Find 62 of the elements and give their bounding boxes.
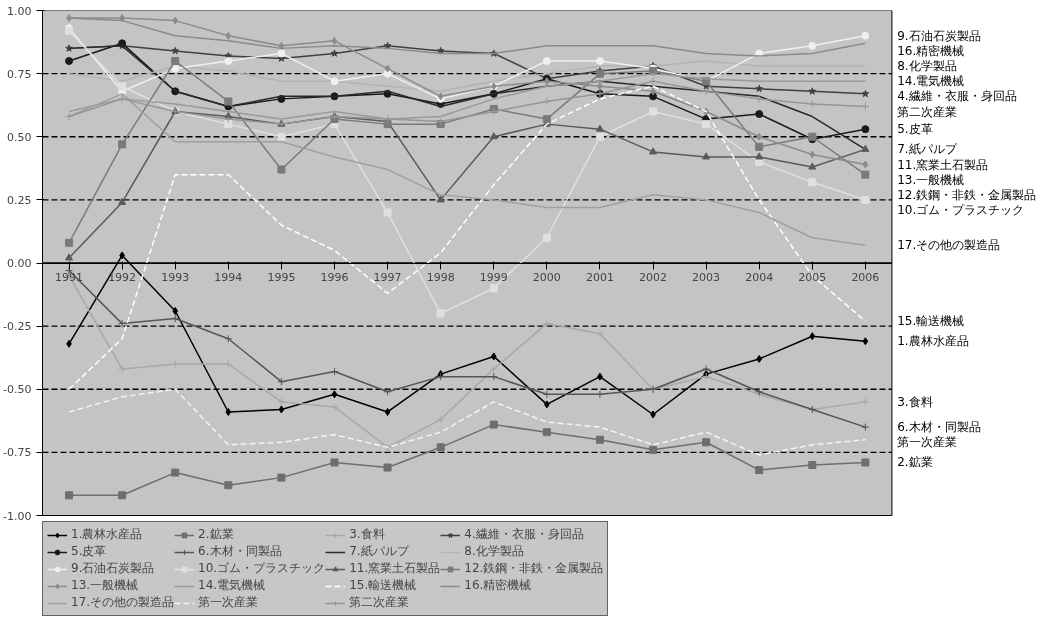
text: 14.電気機械	[897, 74, 965, 89]
x-tick-label: 1998	[426, 271, 455, 284]
legend-label: 7.紙パルプ	[349, 543, 409, 560]
y-tick-label: 0.50	[7, 130, 32, 144]
legend-label: 6.木材・同製品	[198, 543, 282, 560]
text: 3.食料	[897, 394, 933, 409]
legend-label: 10.ゴム・プラスチック	[198, 560, 326, 577]
x-tick-label: 2006	[851, 271, 880, 284]
x-tick-label: 1992	[108, 271, 137, 284]
legend-label: 12.鉄鋼・非鉄・金属製品	[464, 560, 604, 577]
text: 第一次産業	[897, 435, 958, 450]
text: 13.一般機械	[897, 172, 965, 187]
x-tick-label: 1997	[373, 271, 402, 284]
text: 12.鉄鋼・非鉄・金属製品	[897, 187, 1037, 202]
x-tick-label: 2001	[585, 271, 614, 284]
legend-label: 17.その他の製造品	[71, 594, 175, 611]
text: 7.紙パルプ	[897, 142, 957, 157]
legend-label: 第二次産業	[349, 594, 410, 611]
legend-label: 1.農林水産品	[71, 526, 143, 543]
x-tick-label: 2005	[798, 271, 827, 284]
text: 10.ゴム・プラスチック	[897, 202, 1025, 217]
y-tick-label: -0.25	[3, 320, 32, 334]
text: 5.皮革	[897, 122, 933, 137]
y-tick-label: 0.25	[7, 193, 32, 207]
text: 4.繊維・衣服・身回品	[897, 89, 1017, 104]
legend-label: 13.一般機械	[71, 577, 139, 594]
legend-label: 3.食料	[349, 526, 385, 543]
y-tick-label: -0.75	[3, 446, 32, 460]
legend-label: 4.繊維・衣服・身回品	[464, 526, 584, 543]
text: 9.石油石炭製品	[897, 28, 981, 43]
x-tick-label: 2003	[692, 271, 721, 284]
y-tick-label: -1.00	[3, 509, 32, 523]
legend-label: 9.石油石炭製品	[71, 560, 155, 577]
text: 1.農林水産品	[897, 334, 969, 349]
x-tick-label: 2002	[639, 271, 668, 284]
y-tick-label: 1.00	[7, 4, 32, 18]
y-tick-label: 0.00	[7, 257, 32, 270]
text: 15.輸送機械	[897, 314, 965, 329]
text: 第二次産業	[897, 104, 958, 119]
x-tick-label: 1996	[320, 271, 349, 284]
x-tick-label: 2004	[745, 271, 774, 284]
y-tick-label: 0.75	[7, 67, 32, 81]
x-tick-label: 1994	[214, 271, 243, 284]
legend-label: 5.皮革	[71, 543, 107, 560]
legend-label: 8.化学製品	[464, 543, 524, 560]
x-tick-label: 1995	[267, 271, 296, 284]
text: 6.木材・同製品	[897, 420, 981, 435]
x-tick-label: 2000	[532, 271, 561, 284]
legend-label: 14.電気機械	[198, 577, 266, 594]
y-tick-label: -0.50	[3, 383, 32, 397]
x-tick-label: 1999	[479, 271, 508, 284]
legend-label: 16.精密機械	[464, 577, 532, 594]
text: 17.その他の製造品	[897, 238, 1001, 253]
text: 11.窯業土石製品	[897, 157, 989, 172]
legend-label: 第一次産業	[198, 594, 259, 611]
x-tick-label: 1993	[161, 271, 190, 284]
text: 2.鉱業	[897, 455, 933, 470]
legend-label: 15.輸送機械	[349, 577, 417, 594]
legend-label: 11.窯業土石製品	[349, 560, 441, 577]
text: 16.精密機械	[897, 43, 965, 58]
text: 8.化学製品	[897, 59, 957, 74]
legend-label: 2.鉱業	[198, 526, 234, 543]
